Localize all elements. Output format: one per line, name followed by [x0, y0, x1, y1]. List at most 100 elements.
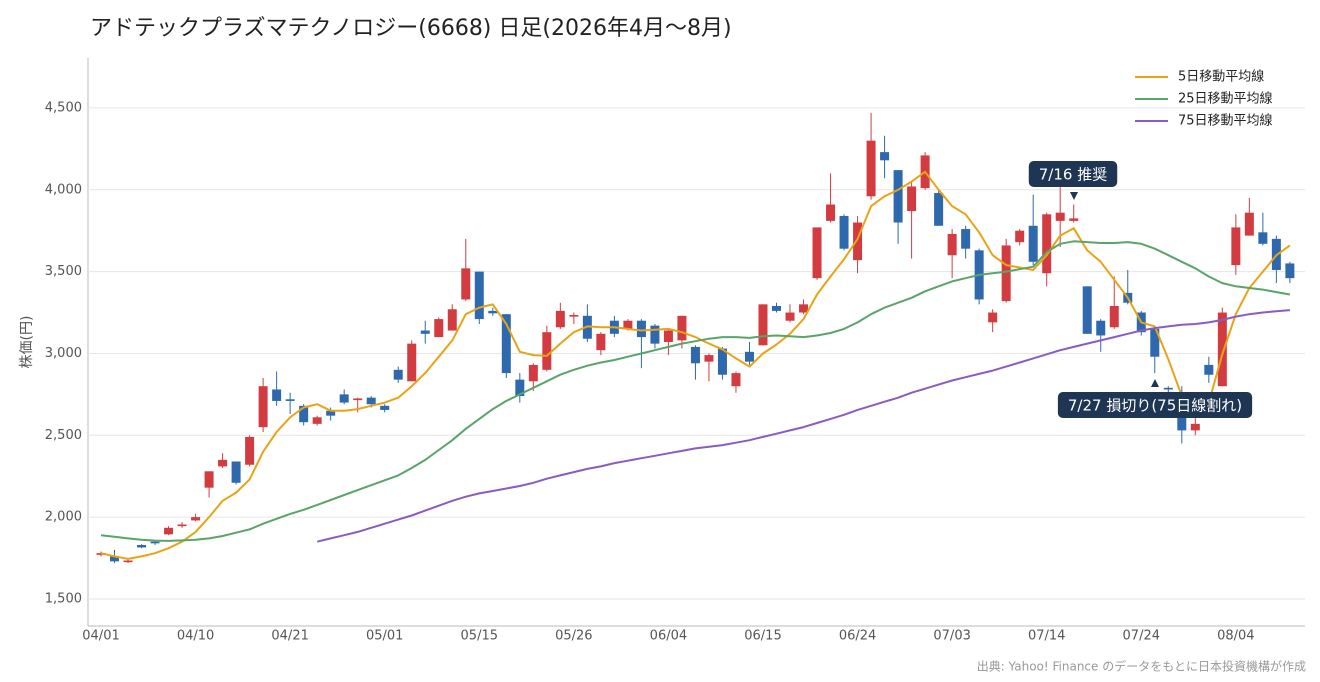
candle-body [1015, 230, 1025, 243]
x-tick-label: 04/10 [177, 629, 214, 644]
candle-body [461, 268, 471, 300]
candle-body [772, 305, 781, 311]
candle-body [961, 229, 971, 249]
candle-body [339, 394, 349, 403]
x-tick-label: 07/03 [933, 629, 970, 644]
x-tick-label: 07/24 [1123, 629, 1160, 644]
ma-line [100, 170, 1291, 560]
candle-body [447, 309, 457, 331]
candle-body [866, 140, 876, 197]
candle-body [1028, 225, 1038, 262]
x-tick-label: 06/15 [744, 629, 781, 644]
candle-body [150, 541, 160, 544]
x-tick-label: 06/24 [839, 629, 876, 644]
candle-body [650, 325, 660, 344]
candle-body [826, 204, 836, 221]
candle-body [1231, 227, 1241, 266]
y-tick-label: 3,000 [45, 346, 82, 361]
candle-body [934, 193, 944, 226]
y-tick-label: 2,000 [45, 510, 82, 525]
annotation-box [1057, 392, 1253, 418]
candle-body [623, 320, 633, 329]
candle-body [474, 271, 484, 320]
candle-body [1244, 212, 1254, 236]
candle-body [380, 405, 390, 410]
candle-body [515, 379, 525, 397]
y-tick-label: 1,500 [45, 591, 82, 606]
candle-body [218, 459, 228, 467]
candle-body [1042, 214, 1052, 274]
candle-body [1204, 364, 1214, 375]
candle-body [569, 314, 579, 317]
candle-body [636, 320, 646, 338]
candle-body [1150, 328, 1160, 357]
candle-body [1190, 423, 1200, 431]
annotation-text: 7/16 推奨 [1039, 166, 1107, 184]
candle-body [231, 461, 241, 483]
candle-body [258, 386, 268, 428]
candle-body [744, 351, 754, 362]
y-tick-label: 3,500 [45, 264, 82, 279]
x-tick-label: 05/26 [555, 629, 592, 644]
candle-body [880, 152, 890, 161]
annotation-arrow [1070, 192, 1078, 200]
candle-body [596, 333, 606, 351]
candle-body [353, 398, 363, 401]
ma-line [316, 309, 1290, 543]
y-tick-label: 2,500 [45, 428, 82, 443]
candle-body [555, 310, 565, 328]
candle-body [1096, 320, 1106, 336]
legend-label: 5日移動平均線 [1178, 69, 1264, 85]
candle-body [677, 315, 687, 341]
candle-body [893, 170, 903, 223]
x-tick-label: 05/01 [366, 629, 403, 644]
candle-body [663, 330, 673, 342]
candle-body [853, 222, 863, 261]
candle-body [137, 544, 147, 548]
candle-body [731, 373, 741, 387]
source-note: 出典: Yahoo! Finance のデータをもとに日本投資機構が作成 [977, 659, 1306, 674]
ma-line [100, 240, 1291, 542]
candle-body [812, 227, 822, 279]
y-axis-label: 株価(円) [19, 316, 35, 369]
candle-body [285, 399, 295, 401]
candle-body [326, 410, 336, 416]
candle-body [434, 319, 444, 338]
candle-body [717, 348, 727, 375]
candle-body [366, 397, 376, 405]
candle-body [407, 343, 417, 382]
candle-body [839, 215, 849, 249]
annotation: 7/16 推奨 [1028, 161, 1118, 200]
candle-body [988, 312, 998, 323]
candle-body [245, 436, 255, 465]
candle-body [799, 304, 809, 313]
candle-body [1109, 305, 1119, 328]
candle-body [1082, 286, 1092, 334]
x-tick-label: 04/01 [82, 629, 119, 644]
x-tick-label: 06/04 [650, 629, 687, 644]
candle-body [177, 524, 187, 527]
candle-body [690, 346, 700, 364]
candle-body [420, 330, 430, 334]
annotation-box [1028, 161, 1118, 187]
y-tick-label: 4,000 [45, 182, 82, 197]
x-tick-label: 07/14 [1028, 629, 1065, 644]
candle-body [758, 304, 768, 346]
candle-body [204, 471, 214, 488]
candle-body [164, 527, 174, 535]
candle-body [299, 405, 309, 423]
x-tick-label: 08/04 [1217, 629, 1254, 644]
candle-body [272, 389, 282, 401]
candle-body [785, 312, 795, 321]
annotation-arrow [1151, 379, 1159, 387]
candle-body [542, 332, 552, 370]
candle-body [1055, 212, 1065, 221]
annotation-text: 7/27 損切り(75日線割れ) [1068, 397, 1242, 415]
candle-body [393, 369, 403, 380]
legend-label: 25日移動平均線 [1178, 91, 1273, 107]
candle-body [1217, 312, 1227, 387]
candle-body [488, 310, 498, 314]
candle-body [501, 314, 511, 374]
candle-body [123, 560, 133, 563]
